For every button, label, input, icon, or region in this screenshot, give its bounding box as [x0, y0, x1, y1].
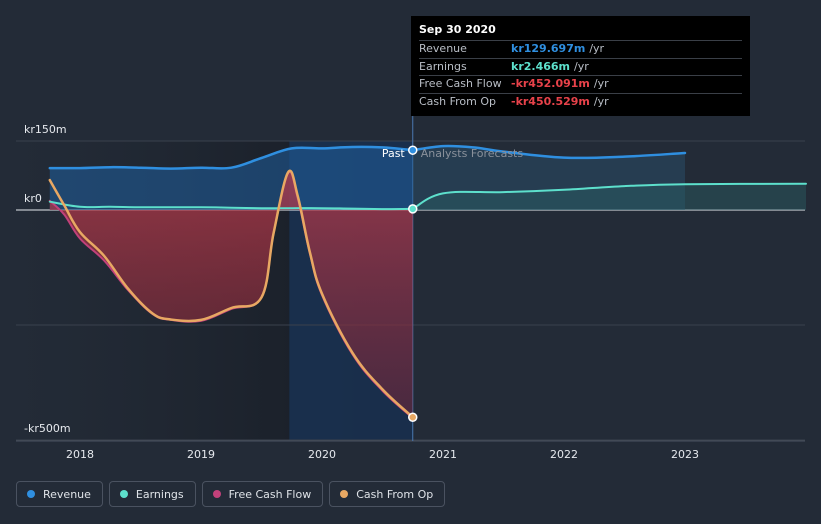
- revenue-line: [48, 145, 415, 170]
- x-tick-label: 2018: [66, 448, 94, 461]
- revenue-forecast-area: [412, 145, 685, 210]
- legend-item-free-cash-flow[interactable]: Free Cash Flow: [201, 481, 324, 507]
- earnings-marker: [408, 204, 418, 214]
- y-tick-label: -kr500m: [24, 422, 71, 435]
- tooltip-row-cash-from-op: Cash From Op -kr450.529m /yr: [419, 92, 742, 111]
- legend-label: Cash From Op: [356, 487, 434, 501]
- legend-dot-icon: [119, 490, 128, 498]
- legend-label: Revenue: [43, 487, 91, 501]
- tooltip-date: Sep 30 2020: [419, 23, 496, 36]
- tooltip: Sep 30 2020 Revenue kr129.697m /yr Earni…: [411, 16, 750, 116]
- tooltip-value: -kr452.091m: [511, 77, 590, 90]
- cash-from-op-line: [48, 169, 415, 419]
- x-tick-label: 2019: [187, 448, 215, 461]
- revenue-area: [49, 146, 413, 210]
- tooltip-value: kr2.466m: [511, 59, 570, 73]
- x-tick-label: 2021: [429, 448, 457, 461]
- cash-from-op-marker: [408, 412, 418, 422]
- legend-label: Earnings: [135, 487, 184, 501]
- tooltip-unit: /yr: [593, 77, 609, 90]
- free-cash-flow-area: [49, 171, 413, 418]
- legend-dot-icon: [340, 490, 349, 498]
- tooltip-label: Cash From Op: [419, 94, 497, 108]
- tooltip-row-revenue: Revenue kr129.697m /yr: [419, 40, 742, 58]
- tooltip-row-free-cash-flow: Free Cash Flow -kr452.091m /yr: [419, 75, 742, 93]
- legend-dot-icon: [212, 490, 221, 498]
- tooltip-unit: /yr: [593, 94, 609, 108]
- past-label: Past: [382, 147, 406, 160]
- x-tick-label: 2022: [550, 448, 578, 461]
- earnings-forecast-line: [411, 182, 807, 210]
- tooltip-row-earnings: Earnings kr2.466m /yr: [419, 57, 742, 76]
- tooltip-unit: /yr: [589, 42, 605, 55]
- legend: Revenue Earnings Free Cash Flow Cash Fro…: [16, 481, 446, 507]
- y-tick-label: kr150m: [24, 123, 67, 136]
- earnings-line: [48, 200, 414, 211]
- tooltip-value: kr129.697m: [511, 42, 586, 55]
- legend-dot-icon: [27, 490, 35, 498]
- legend-label: Free Cash Flow: [228, 487, 312, 501]
- tooltip-value: -kr450.529m: [511, 94, 590, 108]
- revenue-marker: [408, 145, 418, 155]
- x-tick-label: 2020: [308, 448, 336, 461]
- y-tick-label: kr0: [24, 192, 42, 205]
- tooltip-label: Earnings: [419, 59, 467, 73]
- legend-item-revenue[interactable]: Revenue: [16, 481, 103, 507]
- forecast-label: Analysts Forecasts: [421, 147, 524, 160]
- revenue-forecast-line: [411, 144, 687, 160]
- tooltip-label: Revenue: [419, 42, 467, 55]
- x-tick-label: 2023: [671, 448, 699, 461]
- tooltip-unit: /yr: [574, 59, 589, 73]
- legend-item-earnings[interactable]: Earnings: [108, 481, 196, 507]
- tooltip-label: Free Cash Flow: [419, 77, 502, 90]
- earnings-forecast-area: [412, 183, 806, 210]
- legend-item-cash-from-op[interactable]: Cash From Op: [329, 481, 446, 507]
